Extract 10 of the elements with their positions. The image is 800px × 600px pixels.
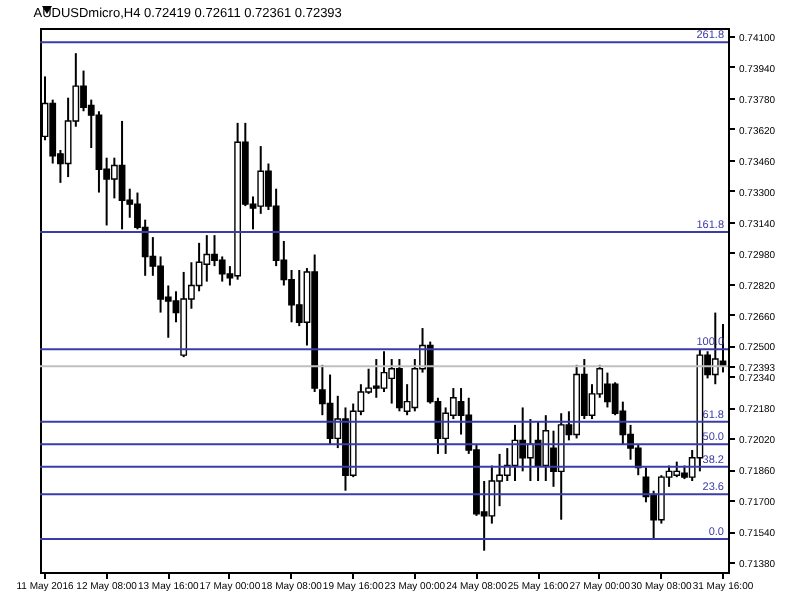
candlestick xyxy=(388,358,396,405)
candlestick xyxy=(542,414,550,483)
candlestick xyxy=(203,234,211,283)
candlestick xyxy=(372,358,380,399)
candlestick xyxy=(380,350,388,393)
candlestick xyxy=(295,268,303,328)
candlestick xyxy=(526,418,534,483)
candlestick xyxy=(396,358,403,413)
candlestick xyxy=(557,412,565,521)
candlestick xyxy=(604,371,611,409)
